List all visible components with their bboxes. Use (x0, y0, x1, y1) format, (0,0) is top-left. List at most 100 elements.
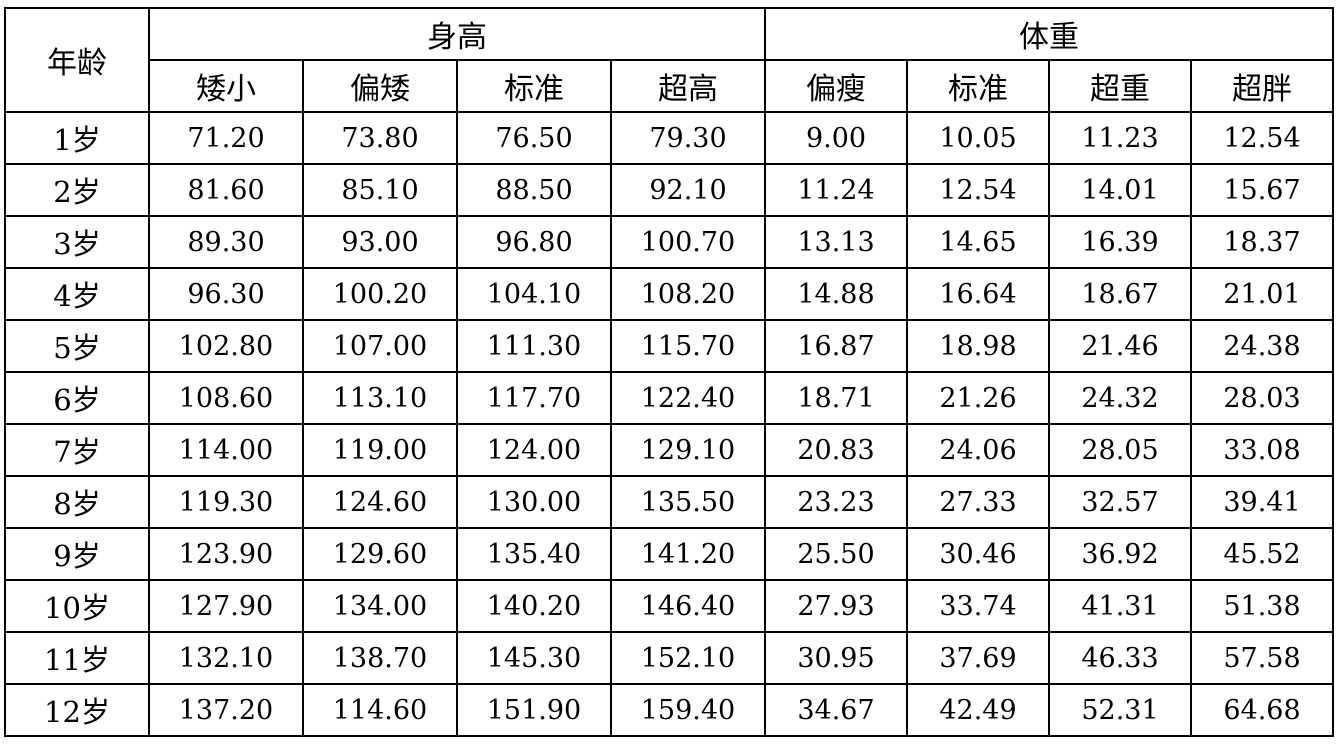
table-row: 5岁 102.80 107.00 111.30 115.70 16.87 18.98 21.4… (4, 319, 1334, 373)
height-value-cell: 100.70 (610, 215, 766, 269)
table-row: 8岁 119.30 124.60 130.00 135.50 23.23 27.33 32.5… (4, 475, 1334, 529)
weight-value-cell: 45.52 (1190, 527, 1334, 581)
height-value-cell: 127.90 (148, 579, 304, 633)
weight-value-cell: 36.92 (1048, 527, 1192, 581)
weight-value-cell: 21.01 (1190, 267, 1334, 321)
table-row: 12岁 137.20 114.60 151.90 159.40 34.67 42.49 52.… (4, 683, 1334, 737)
height-value-cell: 88.50 (456, 163, 612, 217)
weight-value-cell: 32.57 (1048, 475, 1192, 529)
height-value-cell: 79.30 (610, 111, 766, 165)
height-value-cell: 124.00 (456, 423, 612, 477)
height-value-cell: 119.00 (302, 423, 458, 477)
weight-value-cell: 18.67 (1048, 267, 1192, 321)
weight-value-cell: 39.41 (1190, 475, 1334, 529)
height-group-header: 身高 (148, 7, 766, 61)
weight-value-cell: 27.93 (764, 579, 908, 633)
weight-value-cell: 13.13 (764, 215, 908, 269)
height-value-cell: 132.10 (148, 631, 304, 685)
weight-value-cell: 33.08 (1190, 423, 1334, 477)
group-header-row: 年龄 身高 体重 (4, 7, 1334, 113)
height-value-cell: 117.70 (456, 371, 612, 425)
height-value-cell: 71.20 (148, 111, 304, 165)
weight-value-cell: 11.24 (764, 163, 908, 217)
weight-value-cell: 52.31 (1048, 683, 1192, 737)
age-cell: 8岁 (4, 475, 150, 529)
weight-value-cell: 18.37 (1190, 215, 1334, 269)
height-value-cell: 92.10 (610, 163, 766, 217)
weight-value-cell: 25.50 (764, 527, 908, 581)
height-value-cell: 135.40 (456, 527, 612, 581)
weight-value-cell: 11.23 (1048, 111, 1192, 165)
height-value-cell: 141.20 (610, 527, 766, 581)
height-value-cell: 76.50 (456, 111, 612, 165)
weight-value-cell: 24.38 (1190, 319, 1334, 373)
column-header-weight: 超重 (1048, 59, 1192, 113)
weight-value-cell: 15.67 (1190, 163, 1334, 217)
table-row: 9岁 123.90 129.60 135.40 141.20 25.50 30.46 36.9… (4, 527, 1334, 581)
height-value-cell: 100.20 (302, 267, 458, 321)
table-row: 6岁 108.60 113.10 117.70 122.40 18.71 21.26 24.3… (4, 371, 1334, 425)
height-value-cell: 140.20 (456, 579, 612, 633)
height-value-cell: 137.20 (148, 683, 304, 737)
weight-value-cell: 16.87 (764, 319, 908, 373)
table-row: 11岁 132.10 138.70 145.30 152.10 30.95 37.69 46.… (4, 631, 1334, 685)
column-header-height: 偏矮 (302, 59, 458, 113)
height-value-cell: 146.40 (610, 579, 766, 633)
column-header-height: 超高 (610, 59, 766, 113)
weight-value-cell: 30.95 (764, 631, 908, 685)
growth-standards-table-container: 年龄 身高 体重 矮小 偏矮 标准 超高 偏瘦 标准 超重 超胖 1岁 71.20… (4, 7, 1334, 737)
height-value-cell: 130.00 (456, 475, 612, 529)
height-value-cell: 114.00 (148, 423, 304, 477)
age-cell: 3岁 (4, 215, 150, 269)
height-value-cell: 114.60 (302, 683, 458, 737)
height-value-cell: 129.10 (610, 423, 766, 477)
table-row: 2岁 81.60 85.10 88.50 92.10 11.24 12.54 14.01 15.… (4, 163, 1334, 217)
height-value-cell: 138.70 (302, 631, 458, 685)
weight-value-cell: 21.26 (906, 371, 1050, 425)
column-header-height: 标准 (456, 59, 612, 113)
column-header-weight: 超胖 (1190, 59, 1334, 113)
height-value-cell: 104.10 (456, 267, 612, 321)
height-value-cell: 108.60 (148, 371, 304, 425)
weight-value-cell: 18.71 (764, 371, 908, 425)
column-header-weight: 标准 (906, 59, 1050, 113)
age-cell: 10岁 (4, 579, 150, 633)
height-value-cell: 124.60 (302, 475, 458, 529)
age-cell: 9岁 (4, 527, 150, 581)
height-value-cell: 119.30 (148, 475, 304, 529)
weight-value-cell: 57.58 (1190, 631, 1334, 685)
table-row: 1岁 71.20 73.80 76.50 79.30 9.00 10.05 11.23 12.5… (4, 111, 1334, 165)
height-value-cell: 151.90 (456, 683, 612, 737)
height-value-cell: 102.80 (148, 319, 304, 373)
weight-group-header: 体重 (764, 7, 1334, 61)
height-value-cell: 111.30 (456, 319, 612, 373)
weight-value-cell: 14.01 (1048, 163, 1192, 217)
age-cell: 12岁 (4, 683, 150, 737)
weight-value-cell: 16.39 (1048, 215, 1192, 269)
table-row: 10岁 127.90 134.00 140.20 146.40 27.93 33.74 41.… (4, 579, 1334, 633)
weight-value-cell: 23.23 (764, 475, 908, 529)
height-value-cell: 129.60 (302, 527, 458, 581)
height-value-cell: 96.80 (456, 215, 612, 269)
column-header-row: 矮小 偏矮 标准 超高 偏瘦 标准 超重 超胖 (5, 59, 1334, 113)
table-body: 1岁 71.20 73.80 76.50 79.30 9.00 10.05 11.23 12.5… (4, 111, 1334, 737)
height-value-cell: 81.60 (148, 163, 304, 217)
weight-value-cell: 41.31 (1048, 579, 1192, 633)
column-header-height: 矮小 (148, 59, 304, 113)
weight-value-cell: 64.68 (1190, 683, 1334, 737)
weight-value-cell: 42.49 (906, 683, 1050, 737)
weight-value-cell: 33.74 (906, 579, 1050, 633)
age-cell: 5岁 (4, 319, 150, 373)
age-cell: 1岁 (4, 111, 150, 165)
height-value-cell: 113.10 (302, 371, 458, 425)
height-value-cell: 122.40 (610, 371, 766, 425)
weight-value-cell: 9.00 (764, 111, 908, 165)
weight-value-cell: 27.33 (906, 475, 1050, 529)
weight-value-cell: 12.54 (1190, 111, 1334, 165)
table-row: 4岁 96.30 100.20 104.10 108.20 14.88 16.64 18.67… (4, 267, 1334, 321)
height-value-cell: 159.40 (610, 683, 766, 737)
weight-value-cell: 28.05 (1048, 423, 1192, 477)
height-value-cell: 85.10 (302, 163, 458, 217)
table-row: 7岁 114.00 119.00 124.00 129.10 20.83 24.06 28.0… (4, 423, 1334, 477)
table-row: 3岁 89.30 93.00 96.80 100.70 13.13 14.65 16.39 18… (4, 215, 1334, 269)
